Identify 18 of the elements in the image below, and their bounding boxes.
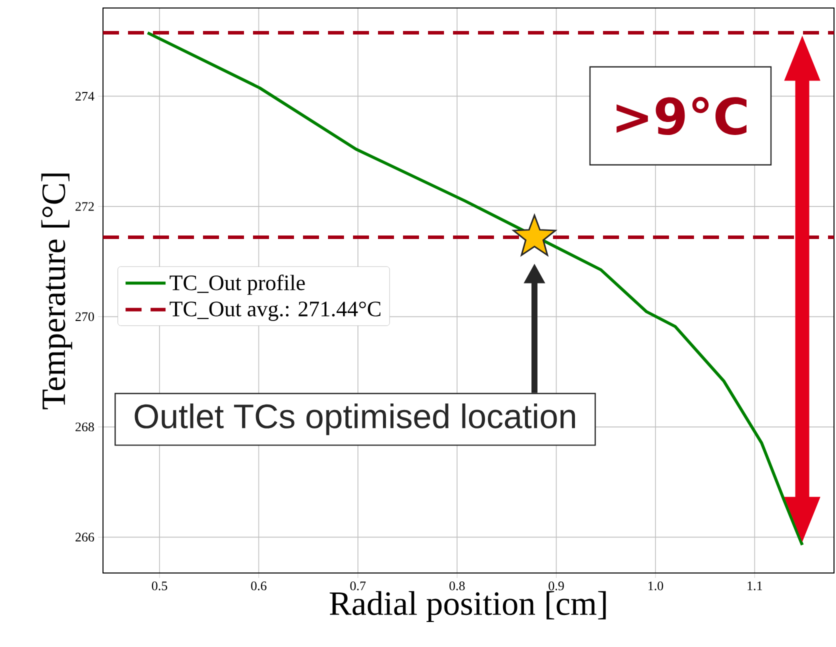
y-tick-label: 266 (76, 532, 94, 542)
x-tick-label: 0.7 (350, 582, 366, 590)
x-tick-label: 1.1 (748, 582, 762, 590)
legend-label: TC_Out profile (170, 274, 305, 295)
y-tick-label: 270 (76, 312, 94, 322)
annotation: Outlet TCs optimised location (134, 403, 575, 436)
x-tick-label: 0.6 (251, 582, 266, 590)
x-axis-title: Radial position [cm] (330, 591, 606, 622)
x-tick-label: 0.8 (449, 582, 465, 590)
x-tick-label: 0.9 (548, 582, 564, 590)
legend-label: TC_Out avg.: 271.44°C (170, 302, 380, 321)
y-tick-label: 274 (76, 92, 94, 100)
y-axis-title: Temperature [°C] (41, 174, 72, 410)
annotation: >9°C (616, 96, 746, 135)
y-tick-label: 272 (76, 202, 94, 211)
y-tick-label: 268 (76, 422, 94, 432)
x-tick-label: 0.5 (152, 582, 168, 590)
x-tick-label: 1.0 (648, 582, 664, 590)
